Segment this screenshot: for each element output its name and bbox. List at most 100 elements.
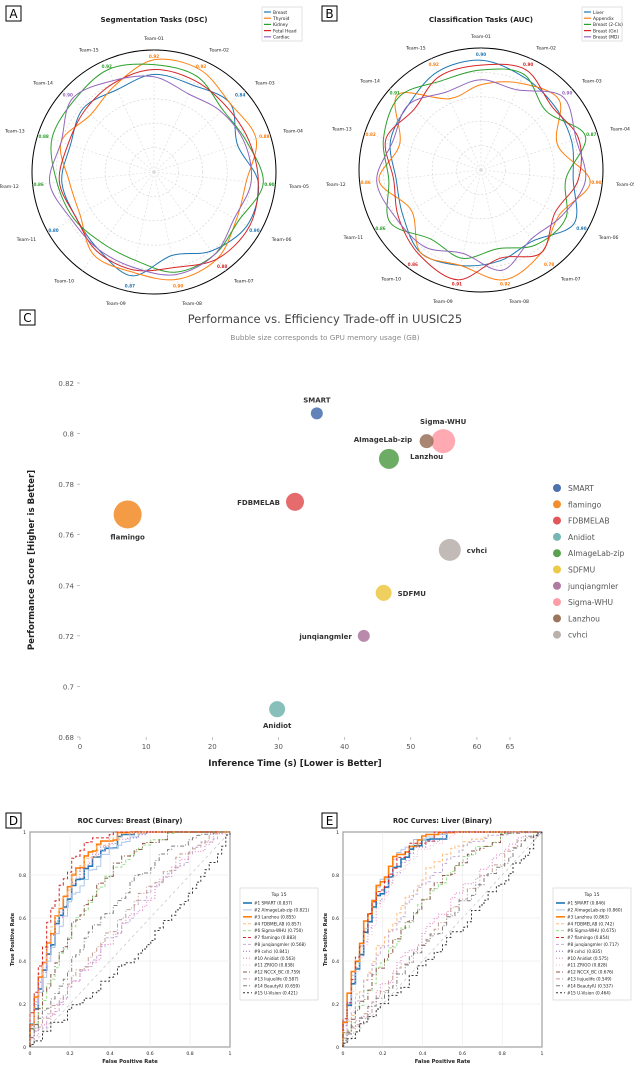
y-tick-label: 0.72	[58, 633, 74, 641]
radar-series-kidney	[50, 63, 264, 273]
radar-spoke	[153, 134, 271, 173]
radar-axis-label: Team-04	[609, 127, 630, 133]
bubble-point-label: FDBMELAB	[237, 499, 280, 507]
radar-value-label: 0.86	[408, 262, 418, 267]
legend-marker	[553, 532, 561, 541]
x-tick-label: 0.8	[186, 1051, 193, 1057]
bubble-point-label: AImageLab-zip	[354, 436, 412, 444]
panel-label-d: D	[5, 812, 22, 829]
y-tick-label: 0.8	[63, 431, 74, 439]
radar-spoke	[153, 90, 245, 173]
radar-value-label: 0.90	[173, 283, 183, 288]
legend-entry: FDBMELAB	[568, 517, 610, 526]
y-tick-label: 0.68	[58, 734, 74, 742]
roc-curve	[342, 831, 542, 1047]
radar-value-label: 0.87	[125, 283, 135, 288]
legend-entry: #7 flamingo (0.854)	[567, 935, 610, 940]
radar-axis-label: Team-08	[508, 299, 529, 305]
radar-series-fetal-head	[58, 68, 259, 272]
radar-value-label: 0.86	[33, 182, 43, 187]
radar-spoke	[480, 169, 603, 184]
radar-series-appendix	[378, 81, 591, 281]
y-tick-label: 0.74	[58, 582, 74, 590]
x-tick-label: 1	[541, 1051, 544, 1057]
x-tick-label: 0	[342, 1051, 345, 1057]
legend-title: Top 15	[583, 892, 599, 898]
radar-series-breast-gn-	[384, 63, 582, 281]
radar-axis-label: Team-01	[143, 36, 164, 42]
roc-curve	[342, 832, 543, 1047]
radar-value-label: 0.90	[63, 92, 73, 97]
radar-value-label: 0.92	[500, 281, 510, 286]
legend-box	[552, 887, 632, 1001]
bubble-point-label: Sigma-WHU	[420, 418, 467, 426]
x-tick-label: 1	[229, 1051, 232, 1057]
bubble-point-label: Anidiot	[263, 722, 292, 730]
legend-entry: #6 Sigma-WHU (0.675)	[567, 928, 616, 933]
legend-title: Top 15	[270, 892, 286, 898]
x-tick-label: 0.8	[499, 1051, 506, 1057]
radar-spoke	[480, 88, 572, 171]
radar-axis-label: Team-04	[282, 129, 303, 135]
roc-legend: Top 15 #1 SMART (0.837) #2 AImageLab-zip (…	[239, 887, 319, 1001]
radar-axis-label: Team-11	[16, 237, 37, 243]
roc-curve	[342, 831, 542, 1047]
roc-curve	[342, 832, 543, 1047]
radar-title: Segmentation Tasks (DSC)	[100, 15, 207, 24]
radar-value-label: 0.91	[452, 281, 462, 286]
legend-entry: Fetal Head	[273, 28, 297, 34]
x-tick-label: 0.4	[419, 1051, 426, 1057]
radar-value-label: 0.88	[217, 264, 227, 269]
roc-chance-line	[29, 831, 231, 1048]
radar-spoke	[63, 90, 155, 173]
radar-grid-ring	[383, 72, 579, 268]
radar-axis-label: Team-08	[181, 301, 202, 307]
radar-axis-label: Team-13	[331, 127, 352, 133]
bubble-point	[378, 448, 399, 469]
radar-value-label: 0.87	[586, 132, 596, 137]
legend-marker	[553, 565, 561, 574]
radar-spoke	[480, 169, 587, 232]
y-tick-label: 0.4	[332, 959, 339, 965]
roc-curve	[342, 831, 542, 1047]
legend-entry: Sigma-WHU	[568, 598, 613, 607]
radar-spoke	[153, 171, 260, 234]
legend-entry: #11 ZRIGO (0.828)	[567, 963, 608, 968]
legend-entry: #14 BeautyIU (0.537)	[567, 983, 613, 988]
panel-letter-a: A	[9, 7, 18, 21]
legend-entry: AImageLab-zip	[568, 549, 625, 558]
legend-entry: Kidney	[273, 22, 288, 28]
y-tick-label: 0.8	[332, 873, 339, 879]
radar-series-thyroid	[59, 58, 258, 281]
radar-spoke	[153, 171, 180, 292]
legend-entry: #2 AImageLab-zip (0.860)	[567, 908, 623, 913]
bubble-point-label: flamingo	[110, 533, 145, 541]
legend-entry: #13 liujuelife (0.549)	[567, 977, 612, 982]
y-tick-label: 0.6	[19, 916, 26, 922]
legend-marker	[553, 630, 561, 639]
radar-axis-label: Team-11	[343, 235, 364, 241]
radar-value-label: 0.88	[259, 134, 269, 139]
radar-axis-label: Team-13	[4, 129, 25, 135]
radar-axis-label: Team-12	[325, 182, 346, 188]
radar-axis-label: Team-10	[380, 276, 401, 282]
panel-letter-b: B	[325, 7, 333, 21]
legend-entry: #13 liujuelife (0.587)	[254, 977, 299, 982]
legend-entry: #7 flamingo (0.883)	[254, 935, 297, 940]
radar-spoke	[359, 169, 482, 184]
legend-box	[239, 887, 319, 1001]
legend-entry: #12 NCCX_BC (0.676)	[567, 970, 614, 975]
roc-title: ROC Curves: Breast (Binary)	[78, 817, 183, 825]
radar-axis-label: Team-06	[271, 237, 292, 243]
legend-entry: Anidiot	[568, 533, 595, 542]
radar-spoke	[82, 171, 155, 271]
bubble-subtitle: Bubble size corresponds to GPU memory us…	[230, 333, 419, 342]
legend-marker	[553, 484, 561, 492]
y-tick-label: 0.4	[19, 959, 26, 965]
roc-curve	[342, 831, 542, 1047]
panel-label-c: C	[19, 309, 36, 326]
bubble-point	[419, 434, 434, 449]
x-axis-label: False Positive Rate	[102, 1059, 158, 1065]
radar-axis-label: Team-05	[615, 182, 634, 188]
